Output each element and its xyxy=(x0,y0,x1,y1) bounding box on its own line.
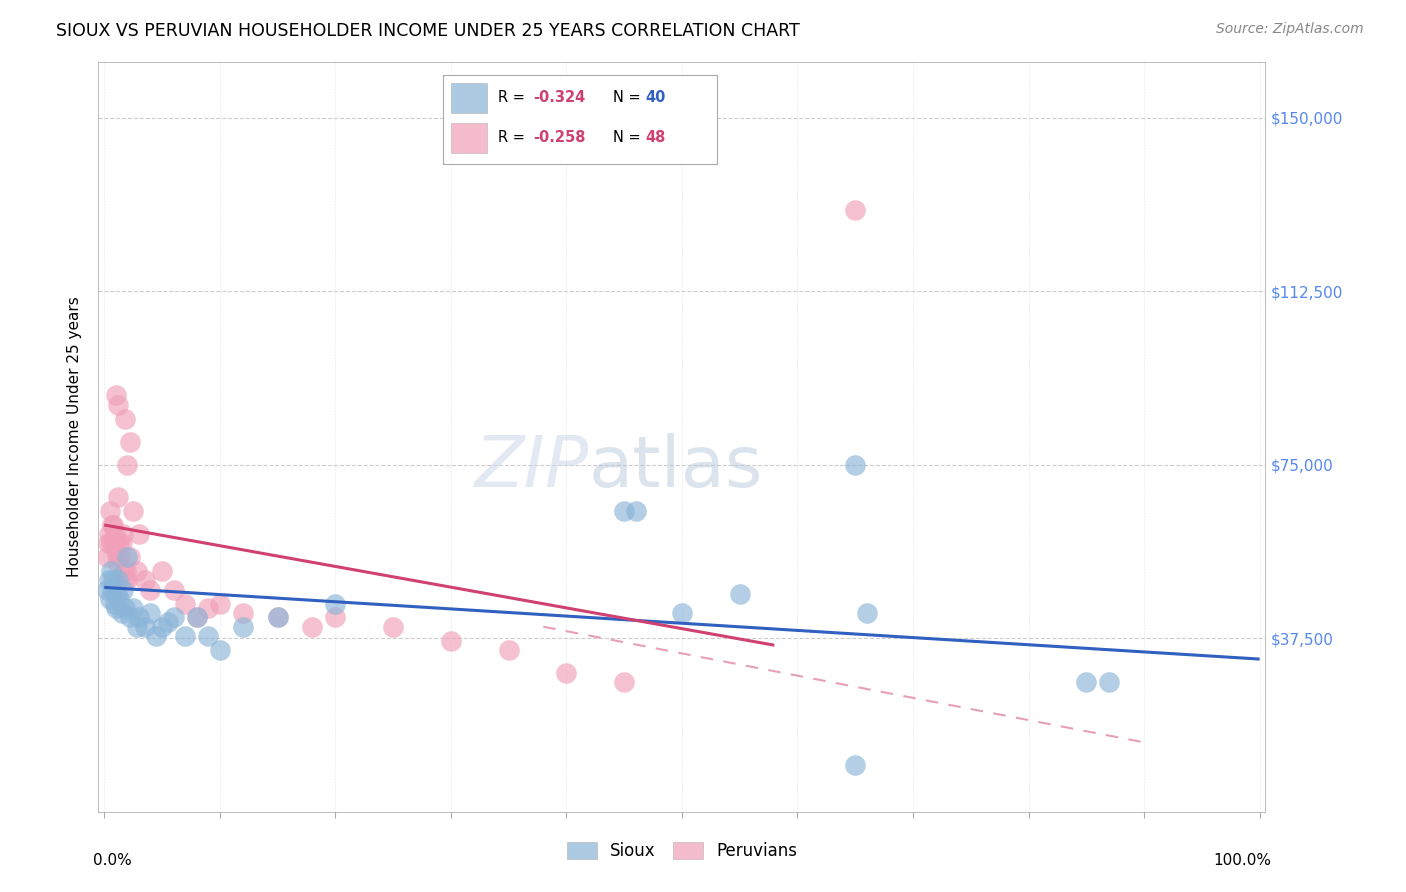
Point xyxy=(162,582,184,597)
Point xyxy=(197,601,219,615)
Point xyxy=(103,518,125,533)
Point xyxy=(156,615,179,629)
Point xyxy=(440,633,463,648)
Point xyxy=(139,582,162,597)
Point xyxy=(97,574,120,588)
Point xyxy=(112,564,135,578)
Point xyxy=(104,546,127,560)
Point xyxy=(232,620,254,634)
Point xyxy=(624,504,647,518)
Point xyxy=(125,620,148,634)
Point xyxy=(104,597,127,611)
Point xyxy=(96,550,118,565)
Point xyxy=(103,536,125,550)
Point xyxy=(844,758,866,772)
Point xyxy=(104,536,127,550)
Point xyxy=(855,606,877,620)
Point xyxy=(118,550,141,565)
Point xyxy=(323,610,346,624)
Y-axis label: Householder Income Under 25 years: Householder Income Under 25 years xyxy=(67,297,83,577)
Point xyxy=(266,610,288,624)
Point xyxy=(104,527,127,541)
Point xyxy=(145,629,167,643)
Point xyxy=(101,518,124,533)
Point xyxy=(115,564,138,578)
Point xyxy=(1076,675,1098,690)
Legend: Sioux, Peruvians: Sioux, Peruvians xyxy=(560,836,804,867)
Point xyxy=(728,587,751,601)
Point xyxy=(117,458,139,472)
Point xyxy=(108,591,131,606)
Text: Source: ZipAtlas.com: Source: ZipAtlas.com xyxy=(1216,22,1364,37)
Point xyxy=(107,398,129,412)
Point xyxy=(150,620,173,634)
Point xyxy=(208,643,231,657)
Point xyxy=(114,574,136,588)
Point xyxy=(125,564,148,578)
Text: SIOUX VS PERUVIAN HOUSEHOLDER INCOME UNDER 25 YEARS CORRELATION CHART: SIOUX VS PERUVIAN HOUSEHOLDER INCOME UND… xyxy=(56,22,800,40)
Point xyxy=(100,564,122,578)
Point xyxy=(128,527,150,541)
Point xyxy=(613,675,636,690)
Point xyxy=(555,665,578,680)
Text: 0.0%: 0.0% xyxy=(93,853,131,868)
Point xyxy=(186,610,208,624)
Point xyxy=(186,610,208,624)
Point xyxy=(97,527,120,541)
Point xyxy=(1098,675,1121,690)
Point xyxy=(103,574,125,588)
Point xyxy=(111,527,134,541)
Point xyxy=(111,582,134,597)
Point xyxy=(844,458,866,472)
Point xyxy=(613,504,636,518)
Point xyxy=(107,490,129,504)
Point xyxy=(174,597,197,611)
Point xyxy=(150,564,173,578)
Point xyxy=(128,610,150,624)
Point xyxy=(101,582,124,597)
Point xyxy=(97,536,120,550)
Point xyxy=(232,606,254,620)
Point xyxy=(114,411,136,425)
Point xyxy=(134,620,156,634)
Point xyxy=(844,203,866,218)
Point xyxy=(110,536,132,550)
Point xyxy=(323,597,346,611)
Text: 100.0%: 100.0% xyxy=(1213,853,1271,868)
Point xyxy=(162,610,184,624)
Point xyxy=(100,536,122,550)
Point xyxy=(104,388,127,402)
Point xyxy=(266,610,288,624)
Point xyxy=(107,574,129,588)
Point xyxy=(105,587,128,601)
Point xyxy=(104,601,127,615)
Point xyxy=(117,574,139,588)
Point xyxy=(382,620,405,634)
Point xyxy=(98,504,121,518)
Point xyxy=(114,601,136,615)
Point xyxy=(122,601,145,615)
Point xyxy=(301,620,323,634)
Point xyxy=(98,591,121,606)
Text: atlas: atlas xyxy=(589,433,763,501)
Point xyxy=(122,504,145,518)
Point xyxy=(96,582,118,597)
Point xyxy=(108,536,131,550)
Point xyxy=(105,555,128,569)
Point xyxy=(118,434,141,449)
Point xyxy=(498,643,520,657)
Point xyxy=(110,606,132,620)
Point xyxy=(139,606,162,620)
Point xyxy=(671,606,693,620)
Point xyxy=(117,550,139,565)
Point xyxy=(134,574,156,588)
Point xyxy=(118,610,141,624)
Point xyxy=(174,629,197,643)
Point xyxy=(208,597,231,611)
Point xyxy=(110,550,132,565)
Point xyxy=(197,629,219,643)
Text: ZIP: ZIP xyxy=(474,433,589,501)
